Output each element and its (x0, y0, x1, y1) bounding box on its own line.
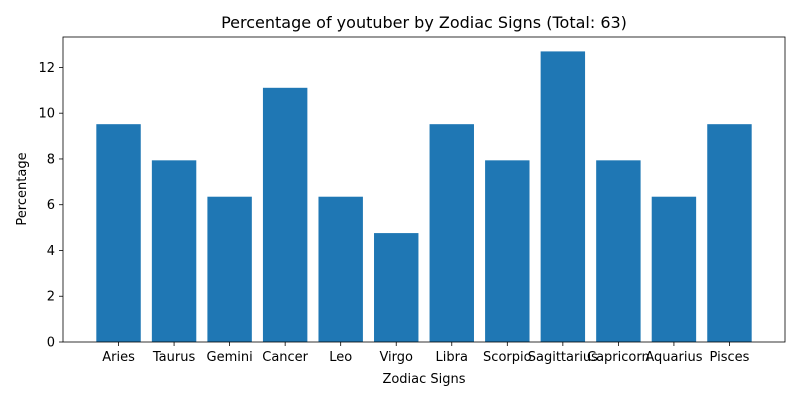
bar-aries (96, 124, 141, 343)
x-tick-label: Gemini (207, 350, 253, 365)
x-tick-label: Pisces (710, 350, 750, 365)
y-tick-label: 8 (47, 152, 55, 167)
x-tick-label: Sagittarius (528, 350, 598, 365)
axes-layer: Aries Taurus Gemini Cancer Leo Virgo Libra Scor… (38, 36, 786, 365)
x-tick-label: Cancer (262, 350, 308, 365)
x-axis-title: Zodiac Signs (382, 372, 465, 387)
bar-pisces (707, 124, 752, 343)
y-tick-label: 12 (38, 61, 55, 76)
x-tick-label: Leo (329, 350, 352, 365)
y-tick-label: 6 (47, 198, 55, 213)
x-tick-label: Taurus (152, 350, 196, 365)
bar-scorpio (485, 160, 530, 342)
bar-aquarius (651, 196, 697, 342)
bar-gemini (207, 196, 252, 342)
bars-layer (96, 51, 752, 343)
y-axis-title: Percentage (15, 152, 30, 225)
bar-cancer (262, 87, 308, 342)
x-tick-label: Aries (102, 350, 135, 365)
bar-taurus (151, 160, 197, 342)
x-tick-label: Capricorn (587, 350, 650, 365)
x-tick-label: Libra (436, 350, 468, 365)
x-tick-label: Aquarius (645, 350, 702, 365)
x-tick-label: Scorpio (483, 350, 532, 365)
y-tick-label: 0 (47, 336, 55, 351)
bar-sagittarius (540, 51, 586, 342)
bar-virgo (374, 233, 419, 342)
bar-libra (429, 124, 474, 343)
x-tick-label: Virgo (379, 350, 413, 365)
y-tick-label: 10 (38, 107, 55, 122)
bar-capricorn (596, 160, 641, 342)
bar-leo (318, 196, 363, 342)
chart-title: Percentage of youtuber by Zodiac Signs (… (221, 13, 627, 32)
plot-frame (62, 36, 786, 343)
y-tick-label: 2 (47, 290, 55, 305)
y-tick-label: 4 (47, 244, 55, 259)
